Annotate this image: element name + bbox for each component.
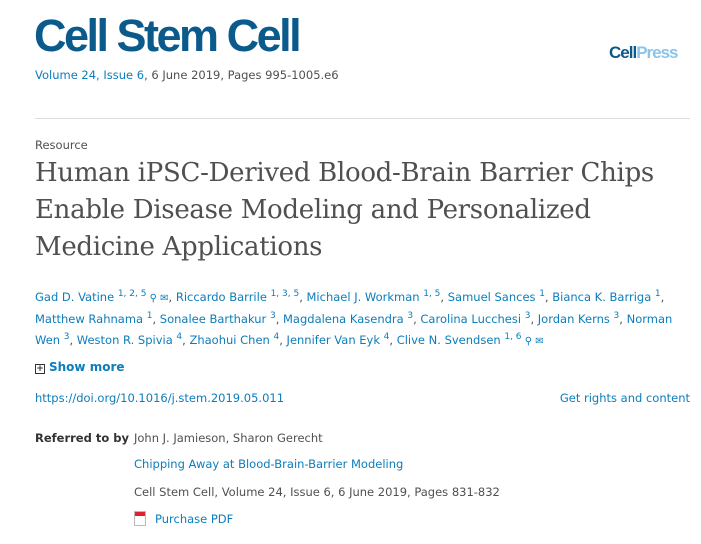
journal-title[interactable]: Cell Stem Cell <box>34 10 302 61</box>
author-link[interactable]: Jordan Kerns <box>537 312 610 326</box>
issue-info: Volume 24, Issue 6, 6 June 2019, Pages 9… <box>35 68 339 82</box>
author-link[interactable]: Riccardo Barrile <box>175 290 267 304</box>
affiliation-sup[interactable]: 1 <box>654 289 661 299</box>
divider <box>35 118 690 119</box>
volume-link[interactable]: Volume 24, Issue 6 <box>35 68 145 82</box>
author-link[interactable]: Weston R. Spivia <box>76 333 173 347</box>
person-icon[interactable]: ⚲ <box>521 336 533 347</box>
show-more-button[interactable]: + Show more <box>35 360 125 374</box>
logo-cell: Cell <box>609 43 637 62</box>
affiliation-sup[interactable]: 1, 6 <box>504 332 522 342</box>
rights-link[interactable]: Get rights and content <box>559 391 690 405</box>
article-type: Resource <box>35 138 88 152</box>
cellpress-logo[interactable]: CellPress <box>609 43 679 63</box>
affiliation-sup[interactable]: 1 <box>539 289 545 299</box>
affiliation-sup[interactable]: 4 <box>383 332 390 342</box>
affiliation-sup[interactable]: 3 <box>269 311 276 321</box>
referred-authors: John J. Jamieson, Sharon Gerecht <box>134 431 323 445</box>
affiliation-sup[interactable]: 3 <box>524 311 531 321</box>
doi-link[interactable]: https://doi.org/10.1016/j.stem.2019.05.0… <box>35 391 285 405</box>
author-link[interactable]: Sonalee Barthakur <box>159 312 267 326</box>
author-link[interactable]: Zhaohui Chen <box>189 333 270 347</box>
author-link[interactable]: Michael J. Workman <box>306 290 420 304</box>
purchase-pdf-link[interactable]: Purchase PDF <box>134 511 233 526</box>
issue-date-pages: , 6 June 2019, Pages 995-1005.e6 <box>144 68 339 82</box>
affiliation-sup[interactable]: 1, 5 <box>423 289 441 299</box>
affiliation-sup[interactable]: 3 <box>63 332 70 342</box>
affiliation-sup[interactable]: 3 <box>407 311 414 321</box>
referred-label: Referred to by <box>35 431 129 445</box>
author-link[interactable]: Matthew Rahnama <box>35 312 144 326</box>
author-link[interactable]: Carolina Lucchesi <box>420 312 522 326</box>
affiliation-sup[interactable]: 4 <box>176 332 183 342</box>
affiliation-sup[interactable]: 1, 3, 5 <box>270 289 300 299</box>
author-link[interactable]: Magdalena Kasendra <box>283 312 404 326</box>
affiliation-sup[interactable]: 1 <box>146 311 153 321</box>
affiliation-sup[interactable]: 4 <box>273 332 280 342</box>
author-link[interactable]: Norman Wen <box>35 312 673 347</box>
author-link[interactable]: Samuel Sances <box>447 290 536 304</box>
plus-box-icon: + <box>35 364 45 374</box>
author-link[interactable]: Bianca K. Barriga <box>552 290 652 304</box>
mail-icon[interactable]: ✉ <box>156 293 169 304</box>
author-link[interactable]: Gad D. Vatine <box>35 290 115 304</box>
author-link[interactable]: Jennifer Van Eyk <box>286 333 380 347</box>
author-list: Gad D. Vatine 1, 2, 5 ⚲ ✉, Riccardo Barr… <box>35 289 673 348</box>
purchase-pdf-label: Purchase PDF <box>155 512 234 526</box>
affiliation-sup[interactable]: 1, 2, 5 <box>117 289 147 299</box>
affiliation-sup[interactable]: 3 <box>613 311 620 321</box>
referred-title-link[interactable]: Chipping Away at Blood-Brain-Barrier Mod… <box>134 457 404 471</box>
mail-icon[interactable]: ✉ <box>532 336 544 347</box>
show-more-label: Show more <box>49 360 125 374</box>
person-icon[interactable]: ⚲ <box>146 293 157 304</box>
logo-press: Press <box>636 43 678 62</box>
author-link[interactable]: Clive N. Svendsen <box>396 333 501 347</box>
referred-source: Cell Stem Cell, Volume 24, Issue 6, 6 Ju… <box>134 485 500 499</box>
article-title: Human iPSC-Derived Blood-Brain Barrier C… <box>35 158 654 262</box>
pdf-icon <box>134 511 146 526</box>
